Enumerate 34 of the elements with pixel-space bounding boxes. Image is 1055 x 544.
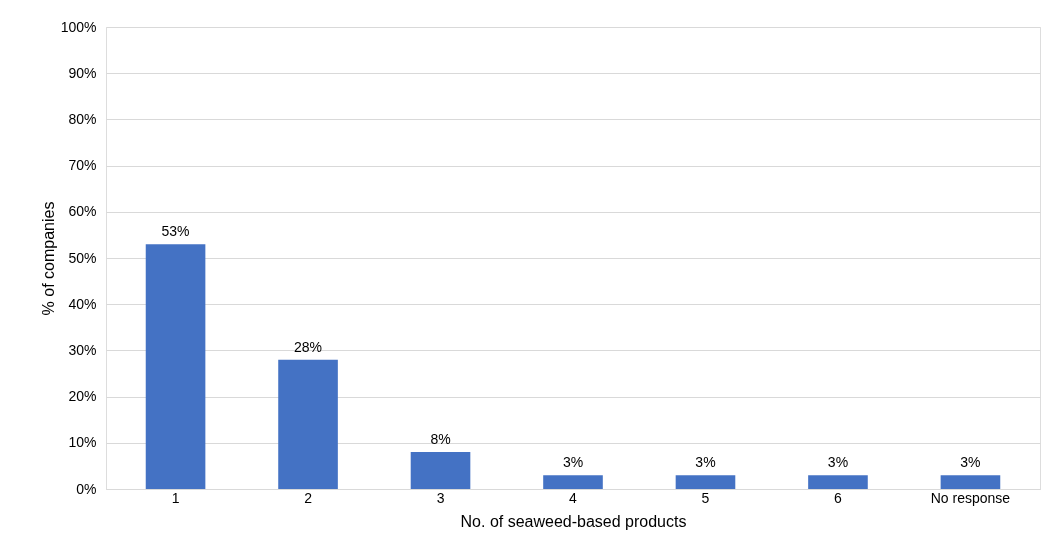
x-tick-label: 4 — [569, 489, 578, 506]
bar — [675, 475, 736, 489]
y-tick-label: 10% — [68, 434, 97, 451]
y-tick-label: 80% — [68, 110, 97, 127]
y-tick-label: 20% — [68, 388, 97, 405]
x-tick-label: No response — [930, 489, 1011, 506]
x-tick-label: 2 — [304, 489, 313, 506]
y-tick-label: 90% — [68, 64, 97, 81]
y-tick-label: 100% — [60, 18, 97, 35]
x-tick-label: 1 — [171, 489, 180, 506]
y-tick-label: 40% — [68, 295, 97, 312]
data-label: 3% — [695, 454, 716, 471]
x-tick-label: 5 — [701, 489, 710, 506]
data-label: 28% — [294, 338, 323, 355]
data-label: 53% — [161, 223, 190, 240]
y-tick-label: 30% — [68, 341, 97, 358]
y-tick-label: 70% — [68, 157, 97, 174]
y-tick-label: 0% — [76, 480, 97, 497]
bar — [543, 475, 603, 489]
x-axis-title: No. of seaweed-based products — [460, 512, 687, 530]
bar — [278, 359, 338, 489]
bar — [940, 475, 1001, 489]
data-label: 3% — [960, 454, 981, 471]
data-label: 3% — [562, 454, 584, 471]
x-tick-label: 3 — [436, 489, 445, 506]
bar — [808, 475, 868, 489]
y-axis-title: % of companies — [39, 201, 57, 316]
data-label: 3% — [827, 454, 849, 471]
x-tick-label: 6 — [834, 489, 843, 506]
bar — [145, 244, 206, 489]
y-tick-label: 60% — [68, 203, 97, 220]
data-label: 8% — [430, 431, 451, 448]
bar — [410, 452, 471, 489]
y-tick-label: 50% — [68, 249, 97, 266]
